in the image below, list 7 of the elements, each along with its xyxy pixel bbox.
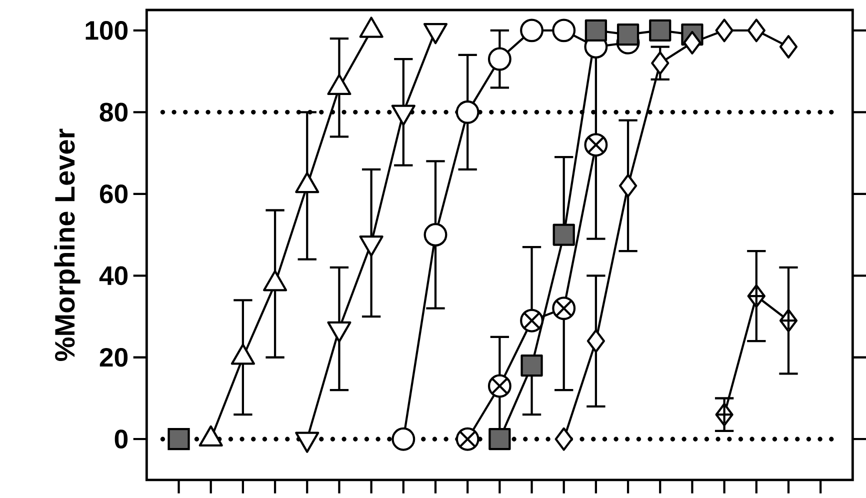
y-axis-title: %Morphine Lever xyxy=(54,128,80,361)
y-tick-label: 80 xyxy=(100,102,128,122)
y-tick-label: 0 xyxy=(114,430,128,449)
y-tick-label: 100 xyxy=(86,20,128,40)
y-tick-label: 40 xyxy=(99,266,128,286)
y-tick-label: 60 xyxy=(100,184,128,204)
y-tick-label: 20 xyxy=(100,348,128,367)
